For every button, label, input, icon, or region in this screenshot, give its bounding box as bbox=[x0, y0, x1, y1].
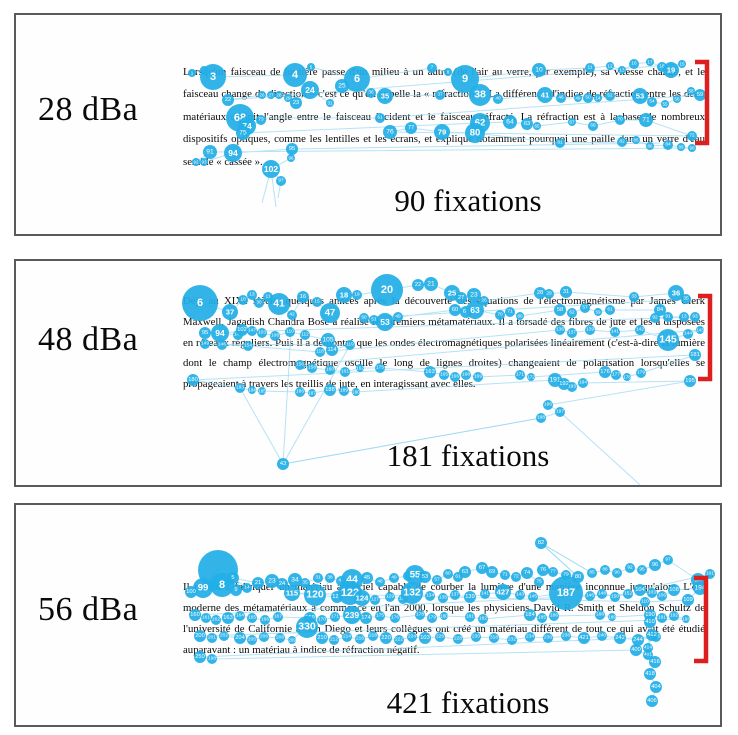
dba-label: 56 dBa bbox=[38, 591, 139, 628]
stimulus-text: Lorsqu'un faisceau de lumière passe d'un… bbox=[183, 66, 705, 168]
dba-label: 28 dBa bbox=[38, 91, 139, 128]
fixation-count-label: 421 fixations bbox=[386, 685, 550, 720]
panel-28dba: 28 dBa Lorsqu'un faisceau de lumière pas… bbox=[14, 13, 722, 236]
fixation-count-label: 90 fixations bbox=[394, 183, 542, 218]
dba-label: 48 dBa bbox=[38, 321, 139, 358]
panel-56dba: 56 dBa Il restait à fabriquer un matéria… bbox=[14, 503, 722, 727]
stimulus-text: Déjà au XIXe siècle, quelques années apr… bbox=[183, 295, 705, 391]
panel-48dba: 48 dBa Déjà au XIXe siècle, quelques ann… bbox=[14, 259, 722, 487]
fixation-count-label: 181 fixations bbox=[386, 438, 550, 473]
stimulus-text: Il restait à fabriquer un matériau artif… bbox=[183, 581, 705, 656]
